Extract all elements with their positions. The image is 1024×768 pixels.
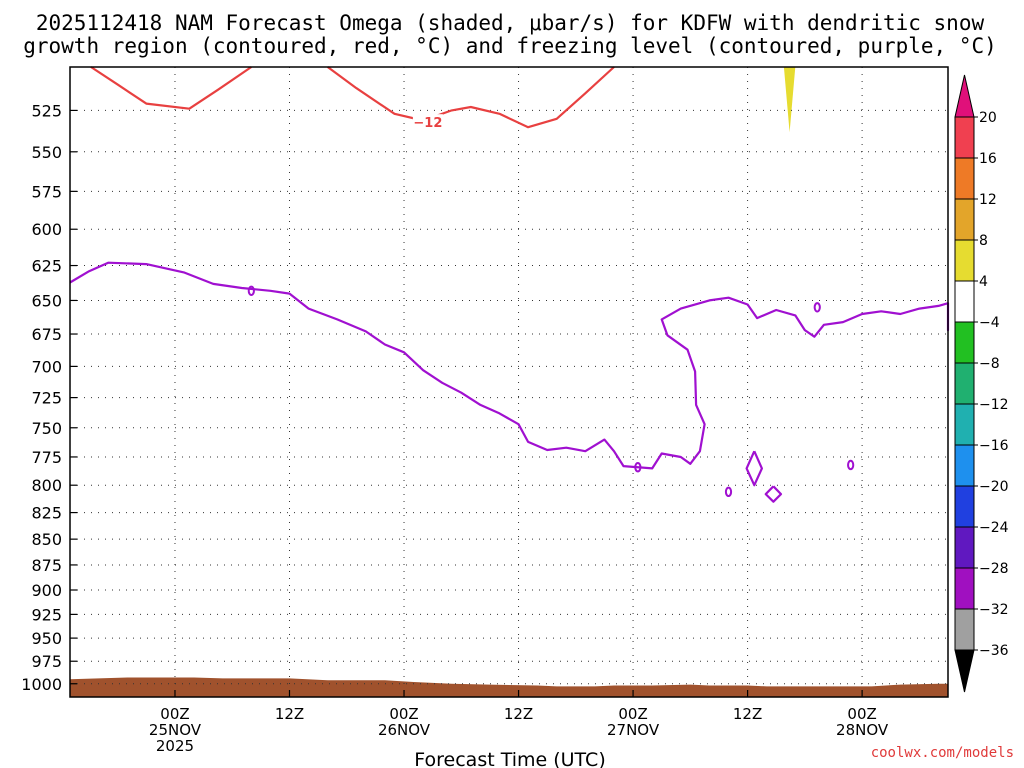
y-tick-label: 900 [31, 581, 62, 600]
y-tick-label: 675 [31, 325, 62, 344]
colorbar-segment [954, 567, 975, 610]
contour-lines: −12 [69, 66, 950, 503]
y-tick-label: 775 [31, 448, 62, 467]
y-tick-label: 800 [31, 476, 62, 495]
x-tick-label: 00Z [389, 705, 418, 723]
colorbar-segment [954, 444, 975, 487]
colorbar-segment [954, 526, 975, 569]
x-tick-label: 2025 [156, 737, 194, 755]
y-tick-label: 950 [31, 629, 62, 648]
colorbar-label: −12 [979, 397, 1009, 413]
colorbar-segment [954, 116, 975, 159]
contour-small-loop [847, 459, 855, 471]
colorbar-label: −28 [979, 561, 1009, 577]
x-tick-label: 00Z [847, 705, 876, 723]
colorbar-label: −24 [979, 520, 1009, 536]
colorbar-label: −36 [979, 643, 1009, 659]
colorbar-top-arrow [954, 74, 975, 118]
contour-small-loop [247, 285, 255, 297]
contour-small-loop [813, 302, 821, 313]
colorbar-segment [954, 280, 975, 323]
colorbar-label: −16 [979, 438, 1009, 454]
x-tick-label: 12Z [275, 705, 304, 723]
y-tick-label: 600 [31, 220, 62, 239]
y-tick-label: 750 [31, 419, 62, 438]
omega-shading-layer [783, 67, 796, 133]
colorbar-label: −8 [979, 356, 1000, 372]
y-tick-label: 625 [31, 257, 62, 276]
y-axis: 525 550 575 600 625 650 675 700 725 750 775 800 825 8… [21, 101, 77, 694]
shaded-region [783, 67, 796, 133]
contour-small-loop [724, 486, 733, 498]
y-tick-label: 925 [31, 605, 62, 624]
colorbar-label: 20 [979, 110, 997, 126]
x-tick-label: 00Z [160, 705, 189, 723]
plot-area [70, 67, 948, 697]
y-tick-label: 875 [31, 556, 62, 575]
colorbar-label: 4 [979, 274, 988, 290]
x-tick-label: 28NOV [836, 721, 889, 739]
x-tick-label: 26NOV [378, 721, 431, 739]
colorbar-label: 12 [979, 192, 997, 208]
y-tick-label: 975 [31, 652, 62, 671]
y-tick-label: 700 [31, 357, 62, 376]
contour-line [69, 261, 950, 470]
x-tick-label: 27NOV [607, 721, 660, 739]
chart-title-line-1: 2025112418 NAM Forecast Omega (shaded, μ… [36, 11, 985, 35]
contour-small-loop [634, 462, 642, 473]
credit-text: coolwx.com/models [871, 745, 1014, 761]
colorbar-segment [954, 239, 975, 282]
contour-closed [745, 450, 764, 487]
x-tick-label: 25NOV [149, 721, 202, 739]
colorbar-segment [954, 198, 975, 241]
colorbar-segment [954, 485, 975, 528]
colorbar-label: −32 [979, 602, 1009, 618]
x-tick-label: 00Z [618, 705, 647, 723]
contour-label-bg [412, 114, 443, 131]
colorbar-segment [954, 608, 975, 651]
colorbar-bottom-arrow [954, 649, 975, 693]
y-tick-label: 550 [31, 143, 62, 162]
y-tick-label: 525 [31, 101, 62, 120]
colorbar-label: −4 [979, 315, 1000, 331]
contour-line [90, 66, 252, 110]
contour-label: −12 [413, 116, 442, 131]
x-axis-label: Forecast Time (UTC) [414, 749, 605, 768]
colorbar: 20 16 12 8 4 −4 −8 −12 −16 −20 −24 −28 −32 −36 [954, 74, 1009, 693]
contour-line [327, 66, 615, 129]
colorbar-label: 8 [979, 233, 988, 249]
plot-frame [69, 66, 949, 698]
y-tick-label: 1000 [21, 675, 62, 694]
colorbar-label: −20 [979, 479, 1009, 495]
colorbar-segment [954, 321, 975, 364]
colorbar-segment [954, 157, 975, 200]
colorbar-label: 16 [979, 151, 997, 167]
colorbar-segment [954, 403, 975, 446]
y-tick-label: 850 [31, 530, 62, 549]
y-tick-label: 825 [31, 504, 62, 523]
grid-lines [70, 67, 948, 697]
y-tick-label: 725 [31, 389, 62, 408]
y-tick-label: 575 [31, 182, 62, 201]
contour-closed [764, 485, 783, 503]
colorbar-segment [954, 362, 975, 405]
x-tick-label: 12Z [733, 705, 762, 723]
y-tick-label: 650 [31, 291, 62, 310]
x-tick-label: 12Z [504, 705, 533, 723]
chart-title-line-2: growth region (contoured, red, °C) and f… [23, 34, 997, 58]
